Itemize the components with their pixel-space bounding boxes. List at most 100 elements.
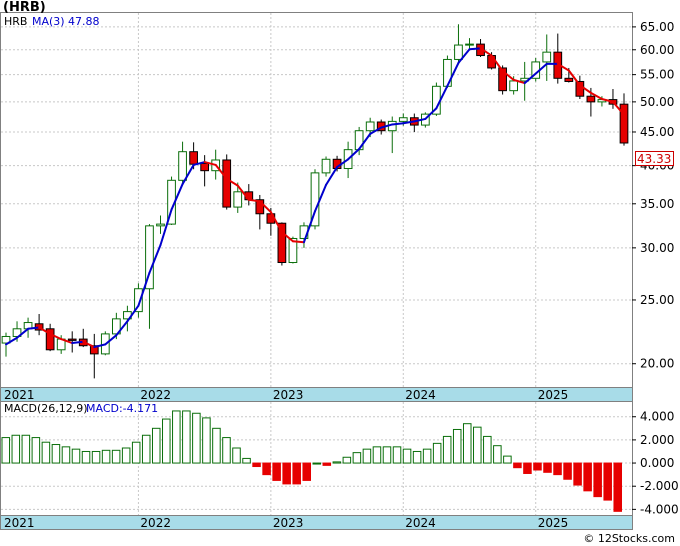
macd-bar-positive bbox=[222, 437, 231, 464]
candle-up bbox=[134, 288, 143, 313]
ma-segment bbox=[269, 211, 283, 234]
ma-segment bbox=[600, 98, 614, 103]
macd-bar-positive bbox=[51, 444, 61, 464]
candle-up bbox=[398, 117, 408, 122]
ma-segment bbox=[490, 54, 504, 73]
macd-bar-negative bbox=[573, 462, 582, 486]
macd-bar-positive bbox=[101, 449, 111, 464]
ma-segment bbox=[611, 100, 625, 116]
candle-up bbox=[12, 328, 22, 337]
moving-average-line bbox=[5, 47, 625, 349]
ma-segment bbox=[589, 91, 603, 101]
candle-down bbox=[200, 163, 210, 172]
ma-segment bbox=[523, 72, 537, 85]
ma-segment bbox=[93, 343, 107, 349]
candle-up bbox=[178, 151, 187, 181]
price-tick-label: 30.00 bbox=[640, 241, 674, 255]
macd-y-axis: -4.000 -2.000 0.000 2.000 4.000 bbox=[632, 410, 679, 516]
macd-legend-name: MACD(26,12,9) bbox=[4, 402, 88, 415]
ma-segment bbox=[38, 326, 52, 335]
macd-bar-positive bbox=[382, 446, 392, 464]
ma-segment bbox=[501, 70, 515, 81]
candle-down bbox=[222, 159, 232, 208]
macd-bar-positive bbox=[342, 456, 352, 464]
candle-down bbox=[277, 222, 287, 264]
macd-year-label: 2023 bbox=[273, 516, 304, 530]
macd-bars bbox=[1, 410, 622, 512]
ma-segment bbox=[291, 240, 305, 244]
price-tick-label: 35.00 bbox=[640, 197, 674, 211]
macd-tick-label: 2.000 bbox=[640, 433, 674, 447]
macd-bar-positive bbox=[162, 418, 171, 464]
macd-bar-positive bbox=[392, 446, 402, 464]
macd-tick-label: 4.000 bbox=[640, 410, 674, 424]
candle-up bbox=[542, 51, 552, 63]
legend-symbol: HRB bbox=[4, 15, 27, 28]
macd-bar-positive bbox=[61, 446, 71, 464]
macd-bar-positive bbox=[111, 449, 121, 464]
ma-segment bbox=[314, 183, 328, 213]
macd-bar-positive bbox=[151, 427, 161, 464]
macd-bar-positive bbox=[362, 448, 372, 464]
price-tick-label: 55.00 bbox=[640, 68, 674, 82]
macd-bar-negative bbox=[583, 462, 592, 492]
ma-segment bbox=[236, 184, 250, 201]
price-x-axis: 2021 2022 2023 2024 2025 bbox=[4, 388, 568, 402]
ma-segment bbox=[203, 161, 217, 166]
macd-bar-positive bbox=[493, 445, 502, 464]
macd-date-band bbox=[0, 515, 633, 530]
macd-bar-positive bbox=[312, 462, 322, 465]
macd-bar-positive bbox=[71, 448, 81, 464]
macd-bar-positive bbox=[402, 448, 412, 464]
macd-bar-positive bbox=[202, 417, 211, 464]
macd-bar-negative bbox=[252, 462, 261, 468]
macd-x-axis: 2021 2022 2023 2024 2025 bbox=[4, 516, 568, 530]
macd-year-label: 2025 bbox=[538, 516, 569, 530]
macd-bar-negative bbox=[533, 462, 542, 471]
candle-up bbox=[310, 172, 320, 227]
ma-segment bbox=[225, 177, 239, 187]
ma-segment bbox=[413, 117, 427, 123]
ma-segment bbox=[280, 231, 294, 243]
ma-segment bbox=[5, 336, 19, 346]
ma-segment bbox=[60, 338, 74, 345]
macd-panel bbox=[0, 401, 633, 516]
macd-bar-negative bbox=[262, 462, 271, 476]
macd-year-label: 2021 bbox=[4, 516, 35, 530]
price-year-label: 2021 bbox=[4, 388, 35, 402]
price-tick-label: 50.00 bbox=[640, 95, 674, 109]
macd-legend-value: MACD:-4.171 bbox=[86, 402, 158, 415]
ma-segment bbox=[71, 340, 85, 345]
candle-down bbox=[45, 328, 55, 351]
ma-segment bbox=[479, 47, 493, 57]
candle-up bbox=[1, 335, 11, 344]
candle-down bbox=[189, 151, 198, 165]
ma-segment bbox=[16, 327, 30, 339]
candle-down bbox=[67, 338, 77, 341]
macd-bar-positive bbox=[141, 434, 151, 464]
candle-up bbox=[233, 191, 243, 208]
macd-bar-positive bbox=[452, 428, 462, 464]
ma-segment bbox=[358, 132, 372, 150]
candle-down bbox=[89, 345, 99, 355]
candle-down bbox=[586, 95, 596, 103]
macd-tick-label: -2.000 bbox=[640, 479, 679, 493]
candle-down bbox=[564, 77, 574, 82]
watermark: © 12Stocks.com bbox=[583, 532, 675, 545]
ma-segment bbox=[534, 62, 548, 75]
ma-segment bbox=[369, 126, 383, 135]
macd-tick-label: 0.000 bbox=[640, 456, 674, 470]
candle-down bbox=[619, 103, 629, 144]
candle-up bbox=[145, 225, 154, 290]
ma-segment bbox=[424, 107, 438, 120]
ma-segment bbox=[556, 62, 570, 72]
candle-up bbox=[454, 44, 463, 60]
chart-title: (HRB) bbox=[3, 0, 46, 15]
macd-bar-positive bbox=[31, 437, 41, 464]
ma-segment bbox=[27, 326, 41, 330]
ma-segment bbox=[214, 163, 228, 180]
macd-bar-positive bbox=[232, 447, 241, 464]
ma-segment bbox=[468, 47, 482, 51]
ma-segment bbox=[512, 78, 526, 85]
